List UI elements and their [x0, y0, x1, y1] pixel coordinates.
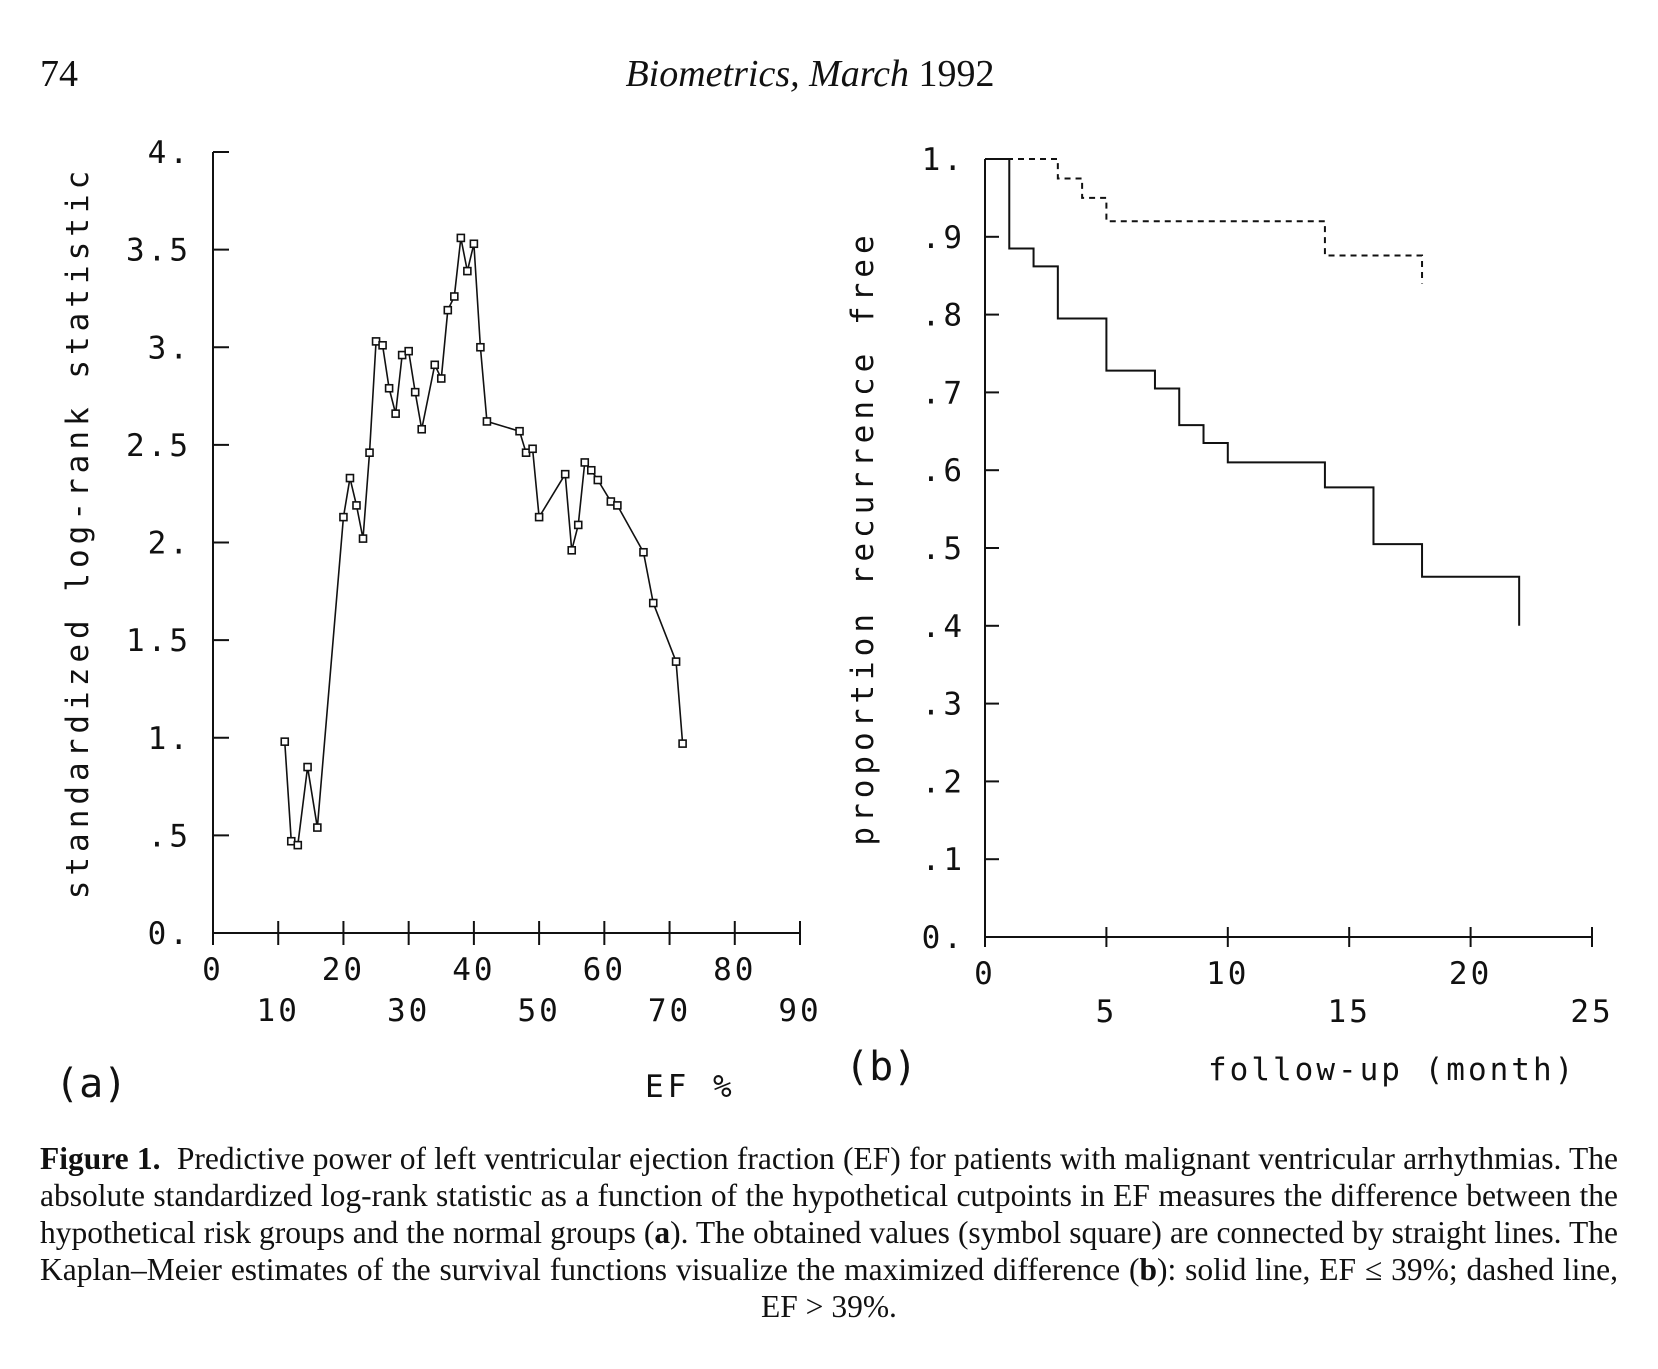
panel-b-x-tick-label: 20	[1449, 956, 1492, 992]
panel-a-y-tick-label: 3.	[148, 330, 191, 366]
journal-title: Biometrics,	[625, 53, 800, 95]
panel-a-data-point	[352, 501, 361, 510]
panel-b-y-tick-label: .3	[922, 687, 965, 723]
panel-a-x-tick-label: 70	[648, 993, 691, 1029]
panel-a-label: (a)	[55, 1061, 127, 1107]
panel-a-data-point	[404, 346, 413, 356]
panel-a-data-point	[580, 458, 590, 467]
panel-b-y-tick-label: .8	[922, 298, 965, 334]
panel-a-data-point	[573, 520, 583, 530]
panel-a-chart: 0. .5 1. 1.5 2. 2.5 3. 3.5 4. 0 20 40 60 80 10 30 50 70 9…	[55, 135, 821, 1107]
panel-b-label: (b)	[845, 1044, 917, 1090]
panel-a-data-point	[586, 465, 596, 475]
caption-text-1: Predictive power of left ventricular eje…	[40, 1141, 1619, 1250]
panel-a-x-tick-label: 30	[387, 993, 430, 1029]
figure-caption: Figure 1. Predictive power of left ventr…	[40, 1140, 1618, 1325]
panel-a-data-point	[280, 737, 290, 746]
panel-a-y-axis-label: standardized log-rank statistic	[60, 166, 96, 900]
panel-a-data-point	[339, 512, 348, 522]
panel-a-y-tick-label: 1.5	[126, 623, 191, 659]
panel-a-data-point	[482, 417, 492, 426]
panel-a-x-tick-label: 90	[778, 993, 821, 1029]
panel-b-x-tick-label: 15	[1328, 994, 1371, 1030]
journal-year: 1992	[918, 53, 995, 95]
panel-b-solid-curve	[985, 158, 1521, 626]
panel-a-data-point	[345, 473, 355, 483]
panel-a-y-tick-label: 1.	[148, 721, 191, 757]
panel-a-data-point	[648, 598, 658, 608]
caption-label: Figure 1.	[40, 1141, 161, 1176]
panel-a-x-tick-label: 20	[322, 952, 365, 988]
panel-a-data-point	[671, 657, 681, 666]
journal-month: March	[809, 53, 910, 95]
panel-b-x-axis-label: follow-up (month)	[1208, 1052, 1576, 1088]
panel-b-y-tick-label: .1	[922, 842, 965, 878]
panel-a-x-tick-label: 10	[257, 993, 300, 1029]
panel-a-data-point	[613, 501, 622, 510]
panel-a-y-tick-label: 2.5	[126, 428, 191, 464]
panel-a-data-point	[358, 534, 368, 543]
panel-a-data-point	[456, 233, 466, 243]
panel-a-x-tick-label: 50	[517, 993, 560, 1029]
panel-a-data-point	[515, 426, 524, 436]
panel-a-x-axis-label: EF %	[645, 1069, 736, 1105]
panel-a-data-point	[476, 342, 485, 352]
page-number: 74	[40, 53, 78, 95]
page-header: 74 Biometrics, March 1992	[40, 52, 1620, 102]
panel-a-data-point	[293, 840, 303, 850]
panel-a-y-tick-label: 4.	[148, 135, 191, 171]
panel-b-x-tick-label: 10	[1206, 956, 1249, 992]
panel-b-y-tick-label: 0.	[922, 920, 965, 956]
panel-b-chart: 0. .1 .2 .3 .4 .5 .6 .7 .8 .9 1. 0 10 20 5 15 25 propor…	[845, 142, 1613, 1090]
panel-a-data-point	[378, 340, 387, 350]
panel-a-data-point	[417, 424, 427, 434]
panel-b-y-tick-label: .7	[922, 375, 965, 411]
panel-a-data-point	[593, 475, 603, 485]
panel-a-data-point	[391, 409, 400, 418]
panel-b-y-tick-label: .2	[922, 764, 965, 800]
panel-a-data-point	[436, 374, 446, 383]
caption-text-2: ). The obtained values (symbol square) a…	[40, 1215, 1618, 1287]
panel-a-data-point	[469, 239, 479, 249]
panel-a-x-tick-label: 40	[452, 952, 495, 988]
panel-b-dashed-curve	[985, 158, 1424, 284]
panel-b-y-tick-label: .5	[922, 531, 965, 567]
panel-b-x-tick-label: 5	[1096, 994, 1118, 1030]
caption-bold-b: b	[1139, 1252, 1158, 1287]
panel-a-y-tick-label: 0.	[148, 916, 191, 952]
panel-a-series-line	[283, 237, 684, 847]
panel-a-data-point	[678, 739, 687, 748]
caption-text-3: ): solid line, EF ≤ 39%; dashed line, EF…	[761, 1252, 1619, 1324]
panel-a-data-point	[463, 266, 472, 276]
panel-a-y-tick-label: .5	[148, 818, 191, 854]
caption-bold-a: a	[654, 1215, 671, 1250]
panel-b-y-tick-label: .9	[922, 220, 965, 256]
panel-a-y-tick-label: 2.	[148, 526, 191, 562]
panel-a-data-point	[384, 383, 394, 393]
panel-b-y-tick-label: .4	[922, 609, 965, 645]
panel-a-data-point	[430, 360, 440, 370]
panel-b-x-tick-label: 25	[1570, 994, 1613, 1030]
panel-a-data-point	[639, 547, 648, 557]
panel-a-data-point	[450, 292, 459, 301]
panel-a-data-point	[365, 448, 374, 457]
panel-b-y-axis-label: proportion recurrence free	[845, 230, 881, 845]
panel-b-y-tick-label: 1.	[922, 142, 965, 178]
panel-a-data-point	[410, 387, 420, 397]
panel-a-y-tick-label: 3.5	[126, 233, 191, 269]
panel-a-data-point	[443, 305, 453, 315]
panel-a-data-point	[567, 546, 577, 555]
panel-a-x-tick-label: 60	[583, 952, 626, 988]
panel-a-x-tick-label: 0	[202, 952, 224, 988]
panel-a-data-point	[560, 469, 570, 479]
panel-a-data-point	[528, 444, 537, 454]
panel-a-data-point	[313, 823, 322, 832]
panel-b-y-tick-label: .6	[922, 453, 965, 489]
panel-a-data-point	[303, 762, 312, 772]
panel-a-x-tick-label: 80	[713, 952, 756, 988]
panel-a-data-point	[534, 512, 544, 522]
running-head: Biometrics, March 1992	[40, 52, 1580, 96]
panel-b-x-tick-label: 0	[974, 956, 996, 992]
